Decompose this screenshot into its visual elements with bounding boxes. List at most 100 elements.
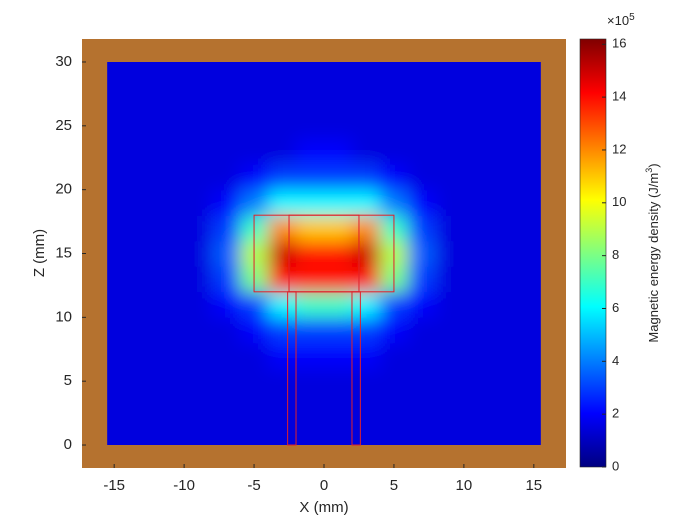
- heat-cell: [184, 215, 213, 242]
- heat-cell: [156, 189, 185, 216]
- heat-cell: [128, 368, 157, 395]
- heat-cell: [156, 291, 185, 318]
- heat-cell: [491, 317, 521, 344]
- heat-cell: [379, 342, 409, 369]
- heat-cell: [184, 113, 213, 140]
- heat-cell: [128, 393, 157, 420]
- heat-cell: [156, 393, 185, 420]
- heat-cell: [463, 266, 493, 293]
- heat-cell: [351, 240, 381, 267]
- heat-cell: [407, 240, 437, 267]
- heat-cell: [212, 419, 241, 446]
- heat-cell: [435, 368, 465, 395]
- heat-cell: [351, 291, 381, 318]
- heat-cell: [351, 215, 381, 242]
- heat-cell: [324, 419, 353, 446]
- heat-cell: [379, 419, 409, 446]
- heat-cell: [107, 61, 129, 89]
- heat-cell: [107, 342, 129, 369]
- heat-cell: [268, 393, 297, 420]
- heat-cell: [519, 189, 541, 216]
- heat-cell: [407, 419, 437, 446]
- heat-cell: [296, 215, 325, 242]
- heat-cell: [128, 113, 157, 140]
- outline: [288, 214, 360, 293]
- heat-cell: [435, 189, 465, 216]
- heat-cell: [107, 317, 129, 344]
- heat-cell: [351, 87, 381, 114]
- heat-cell: [351, 342, 381, 369]
- y-tick-label: 15: [55, 244, 72, 261]
- heat-cell: [519, 240, 541, 267]
- heat-cell: [463, 215, 493, 242]
- heat-cell: [491, 240, 521, 267]
- heat-cell: [351, 317, 381, 344]
- heat-cell: [435, 393, 465, 420]
- heat-cell: [351, 419, 381, 446]
- heat-cell: [128, 87, 157, 114]
- heat-cell: [519, 87, 541, 114]
- heat-cell: [156, 266, 185, 293]
- heat-cell: [128, 266, 157, 293]
- field: [107, 61, 541, 446]
- heat-cell: [128, 240, 157, 267]
- heat-cell: [184, 419, 213, 446]
- x-tick-label: 15: [525, 477, 542, 494]
- heat-cell: [296, 342, 325, 369]
- heat-cell: [324, 368, 353, 395]
- heat-cell: [407, 393, 437, 420]
- heat-cell: [463, 291, 493, 318]
- heat-cell: [491, 368, 521, 395]
- heat-cell: [184, 138, 213, 165]
- heat-cell: [296, 291, 325, 318]
- heat-cell: [212, 368, 241, 395]
- heat-cell: [296, 266, 325, 293]
- heat-cell: [268, 317, 297, 344]
- heat-cell: [268, 189, 297, 216]
- heat-cell: [212, 266, 241, 293]
- heat-cell: [491, 215, 521, 242]
- heat-cell: [268, 87, 297, 114]
- heat-cell: [351, 189, 381, 216]
- heat-cell: [379, 291, 409, 318]
- heat-cell: [491, 393, 521, 420]
- heat-cell: [519, 61, 541, 89]
- heat-cell: [324, 317, 353, 344]
- heat-cell: [107, 368, 129, 395]
- heat-cell: [435, 419, 465, 446]
- heat-cell: [212, 164, 241, 191]
- heat-cell: [324, 342, 353, 369]
- x-axis-label: X (mm): [299, 499, 348, 516]
- heat-cell: [107, 164, 129, 191]
- heat-cell: [240, 291, 269, 318]
- heat-cell: [491, 87, 521, 114]
- heat-cell: [212, 317, 241, 344]
- heat-cell: [407, 87, 437, 114]
- heat-cell: [107, 215, 129, 242]
- heat-cell: [107, 291, 129, 318]
- y-tick-label: 25: [55, 117, 72, 134]
- heat-cell: [128, 138, 157, 165]
- heat-cell: [463, 368, 493, 395]
- heat-cell: [324, 138, 353, 165]
- heat-cell: [240, 164, 269, 191]
- heat-cell: [128, 317, 157, 344]
- heat-cell: [184, 266, 213, 293]
- colorbar-tick-label: 0: [612, 458, 619, 473]
- field-cells: [107, 61, 541, 446]
- colorbar-tick-label: 8: [612, 247, 619, 262]
- heat-cell: [463, 342, 493, 369]
- heat-cell: [128, 342, 157, 369]
- heat-cell: [268, 138, 297, 165]
- heat-cell: [324, 113, 353, 140]
- heat-cell: [407, 164, 437, 191]
- heat-cell: [463, 113, 493, 140]
- heat-cell: [435, 240, 465, 267]
- y-tick-label: 30: [55, 53, 72, 70]
- heat-cell: [351, 368, 381, 395]
- heat-cell: [407, 138, 437, 165]
- heat-cell: [379, 164, 409, 191]
- heat-cell: [156, 240, 185, 267]
- heat-cell: [407, 189, 437, 216]
